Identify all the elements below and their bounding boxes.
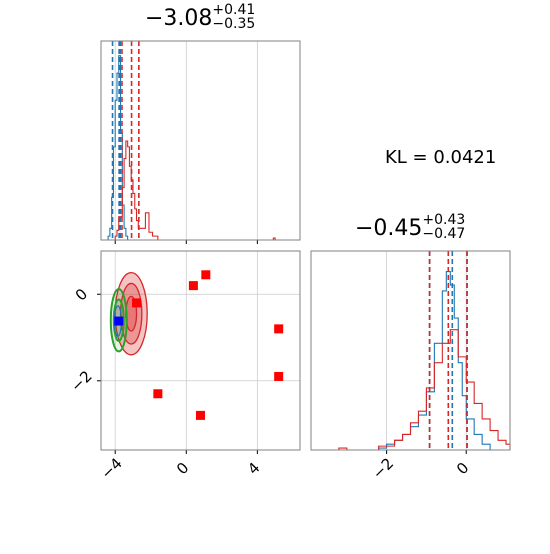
panel1-title-plus: +0.41 xyxy=(212,2,256,18)
panel3-title-plus: +0.43 xyxy=(422,212,466,228)
panel3-title-median: −0.45 xyxy=(355,216,423,241)
kl-divergence-label: KL = 0.0421 xyxy=(385,147,497,168)
marker-marker_red-0 xyxy=(188,281,198,291)
panel-frame-p0 xyxy=(100,40,301,241)
panel1-title: −3.08 +0.41 −0.35 xyxy=(145,2,256,33)
panel-frame-p2 xyxy=(310,250,511,451)
hist-step-red-p2 xyxy=(311,329,511,451)
marker-marker_red-3 xyxy=(274,324,284,334)
tick-label-y-joint-1: −2 xyxy=(67,367,95,395)
panel3-title: −0.45 +0.43 −0.47 xyxy=(355,212,466,243)
tick-label-x-p2-1: 0 xyxy=(453,459,472,478)
tick-label-x-p1-0: −4 xyxy=(97,454,125,482)
hist-step-blue-p0 xyxy=(101,55,300,241)
tick-label-x-p1-2: 4 xyxy=(244,459,263,478)
tick-label-x-p2-0: −2 xyxy=(369,454,397,482)
marker-marker_red-5 xyxy=(153,389,163,399)
marker-marker_red-4 xyxy=(274,371,284,381)
marker-marker_red-2 xyxy=(132,298,142,308)
panel3-title-minus: −0.47 xyxy=(422,226,466,242)
marker-marker_red-1 xyxy=(201,270,211,280)
tick-label-x-p1-1: 0 xyxy=(173,459,192,478)
panel1-title-minus: −0.35 xyxy=(212,16,256,32)
marker-marker_blue-0 xyxy=(114,316,124,326)
marker-marker_red-6 xyxy=(196,410,205,420)
hist-step-red-p0 xyxy=(101,140,300,241)
tick-label-y-joint-0: 0 xyxy=(72,285,91,304)
panel1-title-median: −3.08 xyxy=(145,6,213,31)
panel-frame-joint xyxy=(100,250,301,451)
